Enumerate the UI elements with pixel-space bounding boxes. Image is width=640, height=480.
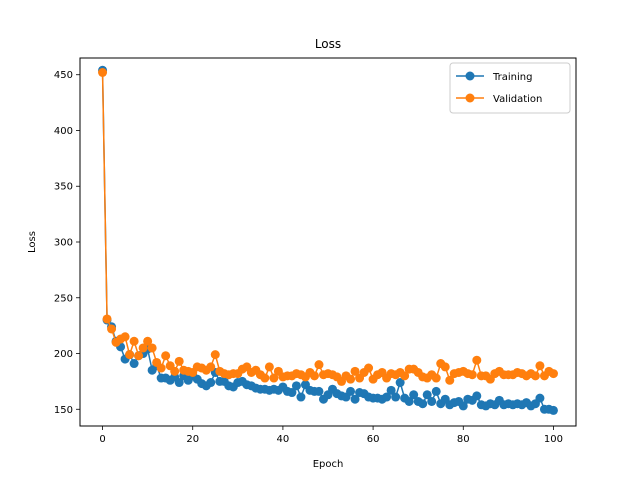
training-point xyxy=(129,359,139,369)
validation-point xyxy=(120,332,130,342)
validation-series xyxy=(98,68,558,386)
validation-point xyxy=(364,363,374,373)
validation-point xyxy=(125,350,135,360)
y-tick-label: 350 xyxy=(54,182,73,193)
legend-box xyxy=(449,62,571,114)
validation-point xyxy=(102,314,112,324)
validation-point xyxy=(400,371,410,381)
training-point xyxy=(427,396,437,406)
training-point xyxy=(395,378,405,388)
validation-point xyxy=(431,373,441,383)
validation-point xyxy=(309,371,319,381)
validation-point xyxy=(138,343,148,353)
validation-point xyxy=(260,373,270,383)
training-point xyxy=(206,378,216,388)
x-tick-label: 20 xyxy=(186,434,199,445)
validation-point xyxy=(210,350,220,360)
validation-point xyxy=(350,366,360,376)
training-point xyxy=(296,392,306,402)
validation-point xyxy=(107,324,117,334)
legend-validation-label: Validation xyxy=(493,94,542,105)
x-tick-label: 80 xyxy=(457,434,470,445)
x-tick-label: 100 xyxy=(544,434,563,445)
training-point xyxy=(382,392,392,402)
validation-point xyxy=(530,371,540,381)
x-tick-label: 40 xyxy=(277,434,290,445)
training-point xyxy=(404,396,414,406)
legend-training-marker xyxy=(465,71,475,81)
training-point xyxy=(431,386,441,396)
training-point xyxy=(287,388,297,398)
x-axis: 0 20 40 60 80 100 xyxy=(99,426,563,445)
validation-point xyxy=(174,356,184,366)
y-axis-label: Loss xyxy=(27,231,38,253)
validation-point xyxy=(129,336,139,346)
validation-point xyxy=(445,375,455,385)
validation-point xyxy=(467,370,477,380)
validation-point xyxy=(147,343,157,353)
validation-point xyxy=(314,360,324,370)
validation-point xyxy=(170,366,180,376)
validation-point xyxy=(535,361,545,371)
y-tick-label: 250 xyxy=(54,293,73,304)
x-axis-label: Epoch xyxy=(313,459,344,470)
training-point xyxy=(350,394,360,404)
validation-point xyxy=(143,336,153,346)
validation-point xyxy=(98,68,108,77)
training-point xyxy=(458,401,468,411)
training-point xyxy=(291,381,301,391)
training-point xyxy=(535,393,545,403)
x-tick-label: 60 xyxy=(367,434,380,445)
training-point xyxy=(409,390,419,400)
y-tick-label: 300 xyxy=(54,238,73,249)
training-point xyxy=(472,391,482,401)
validation-point xyxy=(269,373,279,383)
training-point xyxy=(314,386,324,396)
validation-point xyxy=(264,362,274,372)
training-point xyxy=(391,392,401,402)
training-point xyxy=(346,386,356,396)
validation-point xyxy=(440,362,450,372)
validation-point xyxy=(346,374,356,384)
legend: Training Validation xyxy=(449,62,571,114)
y-tick-label: 400 xyxy=(54,126,73,137)
plot-series xyxy=(98,65,558,415)
validation-point xyxy=(161,351,171,361)
y-axis: 150 200 250 300 350 400 450 xyxy=(54,70,80,416)
training-point xyxy=(548,405,558,415)
training-point xyxy=(386,385,396,395)
validation-point xyxy=(156,363,166,373)
training-point xyxy=(174,378,184,388)
legend-validation-marker xyxy=(465,93,475,103)
y-tick-label: 200 xyxy=(54,349,73,360)
chart-title: Loss xyxy=(315,37,341,51)
y-tick-label: 150 xyxy=(54,405,73,416)
validation-point xyxy=(472,355,482,365)
legend-training-label: Training xyxy=(492,72,532,83)
training-point xyxy=(418,399,428,409)
x-tick-label: 0 xyxy=(99,434,105,445)
validation-point xyxy=(206,362,216,372)
validation-point xyxy=(548,369,558,379)
validation-point xyxy=(134,351,144,361)
training-series xyxy=(98,65,558,415)
training-point xyxy=(422,390,432,400)
y-tick-label: 450 xyxy=(54,70,73,81)
